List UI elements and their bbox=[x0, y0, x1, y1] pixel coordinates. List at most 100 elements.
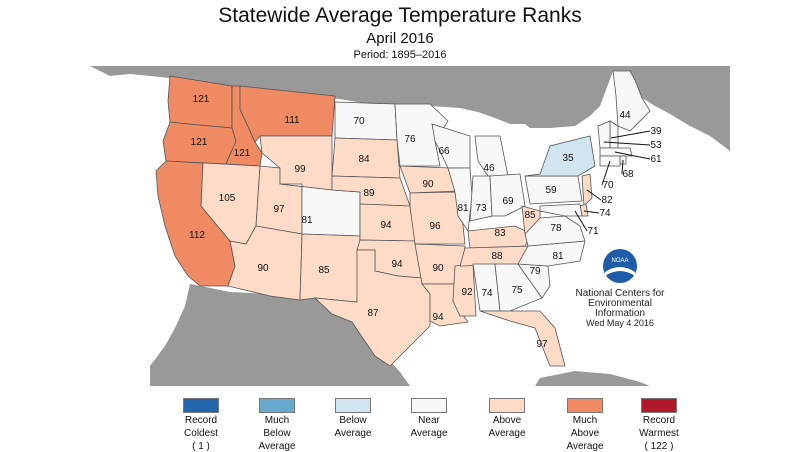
legend-item-record-coldest: Record Coldest ( 1 ) bbox=[169, 398, 233, 452]
rank-label-mi: 46 bbox=[483, 163, 495, 174]
rank-label-al: 74 bbox=[481, 288, 493, 299]
rank-label-ar: 90 bbox=[432, 263, 444, 274]
state-nh bbox=[609, 120, 619, 149]
legend-swatch bbox=[259, 398, 295, 413]
state-mt bbox=[239, 85, 336, 143]
legend-label: ( 122 ) bbox=[644, 441, 674, 452]
rank-label-ia: 90 bbox=[422, 179, 434, 190]
legend-label: Below bbox=[339, 415, 367, 426]
legend-swatch bbox=[489, 398, 525, 413]
legend-label: Below bbox=[263, 428, 291, 439]
legend-label: Record bbox=[184, 415, 218, 426]
rank-label-mn: 76 bbox=[404, 134, 416, 145]
noaa-line-2: Environmental bbox=[588, 298, 652, 309]
state-ny bbox=[524, 135, 596, 177]
legend-label: Average bbox=[410, 428, 448, 439]
legend-label: Above bbox=[570, 428, 600, 439]
legend-item-above: Above Average bbox=[475, 398, 539, 439]
rank-label-oh: 69 bbox=[502, 196, 514, 207]
state-oh bbox=[489, 173, 526, 217]
rank-label-wv: 85 bbox=[524, 210, 536, 221]
state-nd bbox=[334, 101, 398, 141]
rank-label-wa: 121 bbox=[193, 94, 210, 105]
rank-label-nj: 82 bbox=[601, 195, 613, 206]
legend-label: Warmest bbox=[639, 428, 679, 439]
legend-swatch bbox=[335, 398, 371, 413]
leader-line-vt bbox=[603, 141, 651, 146]
legend-label: Average bbox=[488, 428, 526, 439]
rank-label-nd: 70 bbox=[353, 116, 365, 127]
rank-label-tn: 88 bbox=[491, 251, 503, 262]
caribbean-landmass bbox=[535, 371, 650, 386]
mexico-landmass bbox=[150, 284, 410, 386]
rank-label-wy: 99 bbox=[294, 164, 306, 175]
rank-label-il: 81 bbox=[457, 203, 469, 214]
rank-label-nv: 105 bbox=[219, 193, 236, 204]
leader-line-nh bbox=[610, 130, 651, 139]
leader-line-nj bbox=[586, 189, 602, 201]
rank-label-in: 73 bbox=[475, 203, 487, 214]
legend: Record Coldest ( 1 ) Much Below Average Below A… bbox=[0, 388, 800, 452]
rank-label-ri: 68 bbox=[622, 169, 634, 180]
rank-label-ky: 83 bbox=[494, 228, 506, 239]
rank-label-ms: 92 bbox=[461, 287, 473, 298]
rank-label-vt: 53 bbox=[650, 140, 662, 151]
legend-swatch bbox=[641, 398, 677, 413]
legend-item-record-warmest: Record Warmest ( 122 ) bbox=[627, 398, 691, 452]
noaa-block: NOAA National Centers for Environmental … bbox=[576, 249, 666, 328]
leader-line-md bbox=[574, 210, 588, 232]
legend-label: Above bbox=[492, 415, 522, 426]
rank-label-de: 74 bbox=[599, 208, 611, 219]
legend-label: Much bbox=[572, 415, 598, 426]
rank-label-la: 94 bbox=[432, 312, 444, 323]
leader-line-ct bbox=[601, 160, 611, 186]
map-title: Statewide Average Temperature Ranks bbox=[218, 4, 582, 27]
state-vt bbox=[597, 120, 611, 149]
rank-label-nh: 39 bbox=[650, 126, 662, 137]
state-mn bbox=[394, 103, 449, 167]
leader-line-ri bbox=[621, 159, 624, 175]
leader-line-de bbox=[583, 210, 600, 214]
noaa-line-1: National Centers for bbox=[576, 288, 666, 299]
rank-label-md: 71 bbox=[587, 226, 599, 237]
legend-label: Average bbox=[258, 441, 296, 452]
rank-label-ca: 112 bbox=[189, 230, 205, 241]
rank-label-co: 81 bbox=[301, 215, 313, 226]
rank-label-or: 121 bbox=[191, 137, 208, 148]
state-wv bbox=[521, 205, 541, 235]
rank-label-ks: 94 bbox=[380, 220, 392, 231]
legend-item-much-below: Much Below Average bbox=[245, 398, 309, 452]
state-md bbox=[539, 203, 583, 217]
legend-item-near: Near Average bbox=[397, 398, 461, 439]
noaa-line-4: Wed May 4 2016 bbox=[586, 318, 654, 328]
rank-label-nc: 81 bbox=[552, 251, 564, 262]
rank-label-sd: 84 bbox=[358, 154, 370, 165]
legend-label: Much bbox=[264, 415, 290, 426]
rank-label-ma: 61 bbox=[650, 154, 662, 165]
noaa-line-3: Information bbox=[595, 308, 645, 319]
legend-label: ( 1 ) bbox=[192, 441, 210, 452]
rank-label-mo: 96 bbox=[429, 221, 441, 232]
leader-line-ma bbox=[614, 151, 651, 160]
rank-label-ut: 97 bbox=[273, 204, 285, 215]
noaa-logo-icon: NOAA bbox=[603, 249, 637, 283]
rank-label-pa: 59 bbox=[545, 185, 557, 196]
rank-label-ne: 89 bbox=[363, 188, 375, 199]
map-subtitle: April 2016 bbox=[366, 30, 434, 47]
state-me bbox=[612, 70, 651, 132]
map-period: Period: 1895–2016 bbox=[353, 49, 447, 61]
legend-label: Average bbox=[566, 441, 604, 452]
svg-text:NOAA: NOAA bbox=[611, 258, 628, 264]
legend-swatch bbox=[411, 398, 447, 413]
state-in bbox=[469, 175, 493, 222]
rank-label-sc: 79 bbox=[529, 266, 541, 277]
state-ga bbox=[494, 263, 543, 312]
rank-label-me: 44 bbox=[619, 110, 631, 121]
state-nm bbox=[299, 233, 361, 303]
legend-swatch bbox=[183, 398, 219, 413]
rank-label-nm: 85 bbox=[318, 265, 330, 276]
rank-label-tx: 87 bbox=[367, 308, 379, 319]
legend-label: Record bbox=[642, 415, 676, 426]
rank-label-va: 78 bbox=[550, 223, 562, 234]
rank-label-wi: 66 bbox=[438, 146, 450, 157]
